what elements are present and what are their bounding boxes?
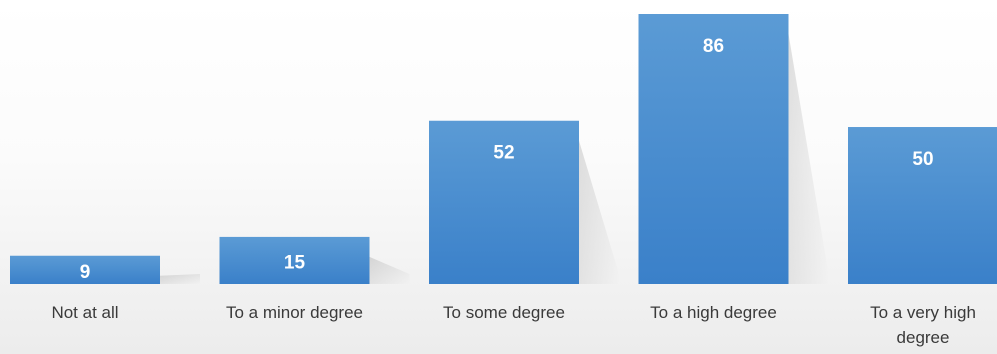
data-label-not-at-all: 9: [80, 262, 91, 283]
bar-to-a-very-high-degree: [848, 127, 997, 284]
bar-shadow-to-a-minor-degree: [369, 256, 410, 284]
bar-to-some-degree: [429, 120, 579, 284]
category-label-not-at-all: Not at all: [51, 303, 118, 322]
bar-shadow-to-a-high-degree: [788, 34, 829, 284]
category-labels: Not at all To a minor degree To some degre…: [51, 303, 975, 347]
value-labels: 9 15 52 86 50: [80, 36, 934, 283]
bar-shadow-not-at-all: [160, 274, 200, 284]
bar-shadow-to-some-degree: [579, 140, 619, 284]
bar-to-a-minor-degree: [219, 236, 370, 284]
bars: [10, 14, 997, 284]
data-label-to-a-high-degree: 86: [703, 36, 724, 57]
category-label-to-a-high-degree: To a high degree: [650, 303, 777, 322]
category-label-to-a-very-high-degree: To a very high degree: [870, 303, 976, 347]
category-label-to-a-minor-degree: To a minor degree: [226, 303, 363, 322]
data-label-to-a-minor-degree: 15: [284, 252, 306, 273]
category-label-to-some-degree: To some degree: [443, 303, 565, 322]
data-label-to-some-degree: 52: [493, 143, 514, 164]
bar-shadows: [160, 34, 829, 284]
data-label-to-a-very-high-degree: 50: [912, 149, 933, 170]
bar-to-a-high-degree: [638, 14, 789, 284]
bar-not-at-all: [10, 255, 160, 284]
